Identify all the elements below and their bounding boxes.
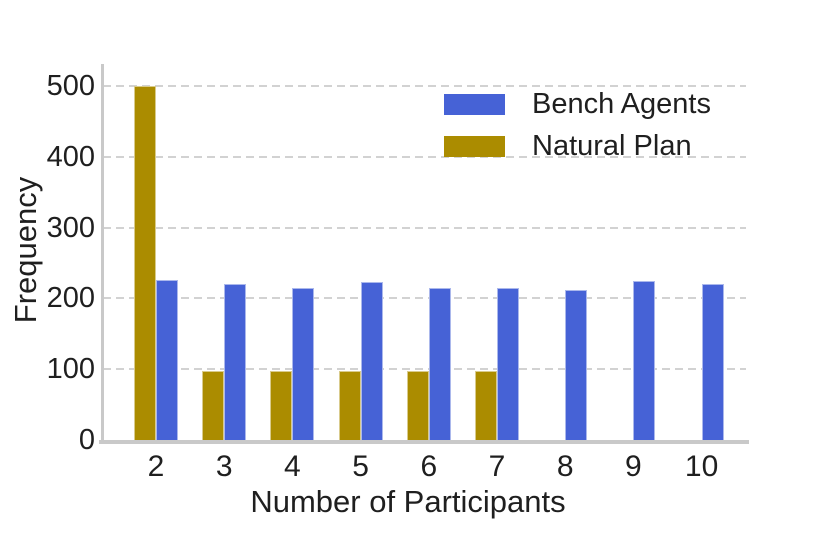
x-tick-label-4: 4 [284, 450, 301, 483]
bar-natural-plan-2 [134, 86, 156, 440]
bar-bench-agents-5 [360, 282, 383, 440]
bar-bench-agents-3 [224, 283, 247, 440]
bar-natural-plan-6 [406, 370, 429, 440]
legend: Bench Agents Natural Plan [444, 88, 711, 178]
legend-swatch-bench-agents [444, 94, 505, 115]
y-tick-label-400: 400 [46, 140, 95, 173]
bar-bench-agents-6 [428, 288, 451, 440]
x-axis-spine [99, 440, 749, 444]
y-tick-label-100: 100 [46, 353, 95, 386]
x-tick-label-2: 2 [147, 450, 165, 483]
bar-bench-agents-4 [292, 288, 315, 440]
gridline-300 [103, 226, 746, 229]
legend-label-bench-agents: Bench Agents [532, 88, 711, 120]
gridline-100 [103, 368, 746, 371]
y-axis-title: Frequency [8, 176, 43, 324]
legend-item-bench-agents: Bench Agents [444, 88, 711, 120]
x-tick-label-6: 6 [420, 450, 438, 483]
y-tick-label-500: 500 [46, 70, 95, 102]
gridline-500 [103, 85, 746, 87]
gridline-200 [103, 297, 746, 300]
bar-natural-plan-3 [202, 370, 225, 440]
x-tick-label-3: 3 [215, 450, 233, 483]
bar-natural-plan-4 [270, 370, 293, 440]
bar-bench-agents-8 [565, 289, 588, 440]
x-tick-label-8: 8 [556, 450, 574, 483]
bar-bench-agents-10 [701, 284, 724, 440]
x-tick-label-10: 10 [684, 450, 719, 483]
x-axis-title: Number of Participants [250, 484, 566, 519]
y-tick-label-300: 300 [46, 211, 95, 244]
bar-bench-agents-2 [156, 279, 178, 440]
bar-natural-plan-5 [338, 370, 361, 440]
y-axis-spine [101, 64, 104, 444]
y-tick-label-0: 0 [78, 424, 95, 456]
x-tick-label-5: 5 [352, 450, 369, 483]
bar-bench-agents-9 [633, 280, 656, 440]
legend-label-natural-plan: Natural Plan [532, 130, 692, 162]
legend-item-natural-plan: Natural Plan [444, 130, 711, 162]
bar-natural-plan-7 [475, 370, 497, 440]
legend-swatch-natural-plan [444, 136, 505, 157]
y-tick-label-200: 200 [46, 282, 95, 315]
x-tick-label-9: 9 [625, 450, 642, 483]
x-tick-label-7: 7 [488, 450, 506, 483]
gridline-400 [103, 155, 746, 158]
bar-bench-agents-7 [497, 288, 519, 440]
